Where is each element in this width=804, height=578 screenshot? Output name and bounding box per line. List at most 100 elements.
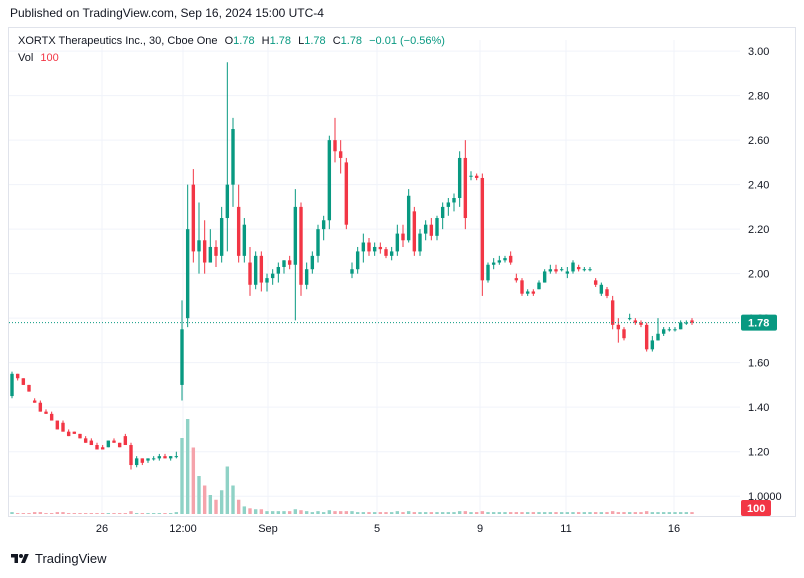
volume-bar bbox=[599, 512, 604, 514]
chart-frame bbox=[8, 27, 796, 517]
volume-bar bbox=[412, 512, 417, 514]
volume-bar bbox=[503, 512, 507, 514]
candle-body bbox=[469, 175, 473, 177]
candle bbox=[106, 440, 111, 448]
candle-body bbox=[571, 262, 575, 272]
candle bbox=[225, 62, 230, 252]
candle bbox=[282, 260, 286, 274]
volume-bar bbox=[231, 485, 235, 514]
candle-body bbox=[316, 229, 320, 256]
candle-body bbox=[117, 442, 122, 448]
candle-body bbox=[78, 433, 82, 439]
candle-body bbox=[423, 224, 428, 234]
candle-body bbox=[435, 218, 439, 236]
volume-bar bbox=[690, 512, 694, 514]
candle-body bbox=[191, 184, 196, 252]
volume-bar bbox=[350, 511, 354, 514]
candle bbox=[140, 458, 145, 466]
candle-body bbox=[406, 195, 411, 241]
volume-legend: Vol 100 bbox=[18, 52, 59, 64]
candle bbox=[378, 242, 383, 254]
candle bbox=[321, 215, 326, 241]
volume-bar bbox=[429, 512, 434, 514]
volume-bar bbox=[554, 512, 558, 514]
candle bbox=[231, 117, 235, 207]
volume-bar bbox=[83, 513, 88, 514]
price-tick-label: 1.20 bbox=[748, 447, 769, 459]
volume-bar bbox=[588, 512, 592, 514]
candle bbox=[219, 206, 224, 263]
volume-bar bbox=[446, 512, 451, 514]
candle bbox=[185, 184, 190, 328]
volume-bar bbox=[401, 512, 405, 514]
candle-body bbox=[531, 291, 536, 294]
volume-bar bbox=[197, 476, 201, 514]
candle bbox=[559, 266, 564, 272]
candle-body bbox=[554, 269, 558, 272]
volume-bar bbox=[469, 512, 473, 514]
candle bbox=[66, 429, 71, 437]
footer-brand[interactable]: TradingView bbox=[10, 551, 107, 566]
volume-bar bbox=[236, 499, 241, 514]
candle-body bbox=[242, 224, 247, 256]
candle-body bbox=[520, 280, 524, 294]
volume-bar bbox=[299, 510, 303, 514]
candle bbox=[440, 202, 445, 230]
price-tick-label: 3.00 bbox=[748, 46, 769, 58]
candle bbox=[588, 266, 592, 272]
candle bbox=[338, 140, 343, 174]
candle-body bbox=[622, 329, 626, 339]
candle-body bbox=[378, 246, 383, 250]
volume-bar bbox=[639, 512, 643, 514]
candle-body bbox=[236, 206, 241, 256]
volume-bar bbox=[622, 512, 626, 514]
candle bbox=[134, 456, 139, 468]
price-tick-label: 1.60 bbox=[748, 358, 769, 370]
volume-value: 100 bbox=[40, 52, 59, 64]
high-value: 1.78 bbox=[269, 35, 292, 47]
candle-body bbox=[452, 198, 456, 203]
volume-bar bbox=[321, 512, 326, 514]
candle-body bbox=[395, 233, 400, 252]
candle bbox=[253, 251, 258, 290]
candle-body bbox=[599, 284, 604, 294]
candle-body bbox=[83, 438, 88, 443]
volume-bars bbox=[10, 419, 694, 514]
volume-bar bbox=[151, 513, 156, 514]
candle bbox=[401, 224, 405, 247]
volume-bar bbox=[157, 513, 162, 514]
volume-bar bbox=[38, 512, 43, 514]
candle bbox=[576, 264, 581, 272]
volume-bar bbox=[265, 511, 269, 514]
volume-bar bbox=[361, 512, 366, 514]
candle bbox=[491, 258, 496, 270]
candle bbox=[457, 151, 462, 207]
candle bbox=[236, 184, 241, 263]
candle-body bbox=[350, 269, 354, 274]
tradingview-logo-icon bbox=[11, 553, 29, 563]
candle-body bbox=[650, 340, 655, 350]
candle-body bbox=[588, 269, 592, 271]
candle-body bbox=[100, 447, 105, 450]
time-tick-label: 16 bbox=[668, 523, 680, 535]
candle-body bbox=[491, 262, 496, 265]
time-tick-label: 9 bbox=[477, 523, 483, 535]
candle bbox=[548, 264, 553, 274]
candle bbox=[463, 140, 468, 230]
volume-bar bbox=[650, 512, 655, 514]
volume-bar bbox=[565, 512, 570, 514]
candle-body bbox=[321, 220, 326, 230]
candle bbox=[474, 173, 479, 181]
volume-bar bbox=[61, 512, 65, 514]
volume-bar bbox=[571, 512, 575, 514]
volume-bar bbox=[633, 512, 638, 514]
candle-body bbox=[537, 282, 541, 290]
candle bbox=[287, 255, 292, 270]
candle bbox=[214, 240, 218, 267]
candle bbox=[123, 433, 128, 446]
candle-body bbox=[151, 458, 156, 460]
candle-body bbox=[440, 206, 445, 219]
candlesticks bbox=[10, 62, 694, 470]
candle-body bbox=[168, 456, 173, 459]
